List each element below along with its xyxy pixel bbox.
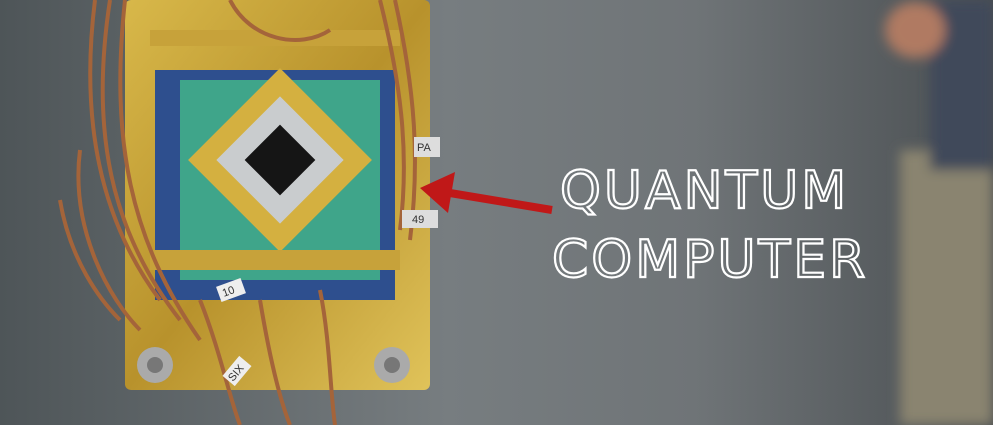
- chip-labels: 10 SIX PA 49: [216, 137, 440, 387]
- chip-label: PA: [417, 142, 432, 154]
- arrow: [420, 172, 553, 214]
- tag-bg: [402, 210, 438, 228]
- person-blur: [885, 0, 993, 425]
- chip-label: 10: [221, 284, 237, 299]
- tag-bg: [414, 137, 440, 157]
- overlay-title-line2: COMPUTER: [552, 230, 868, 290]
- tag-bg: [216, 278, 246, 302]
- overlay-title-line1: QUANTUM: [560, 161, 849, 221]
- chip-board: [125, 0, 430, 390]
- chip-label: 49: [412, 214, 424, 226]
- wires: [58, 0, 417, 425]
- tag-bg: [222, 355, 252, 387]
